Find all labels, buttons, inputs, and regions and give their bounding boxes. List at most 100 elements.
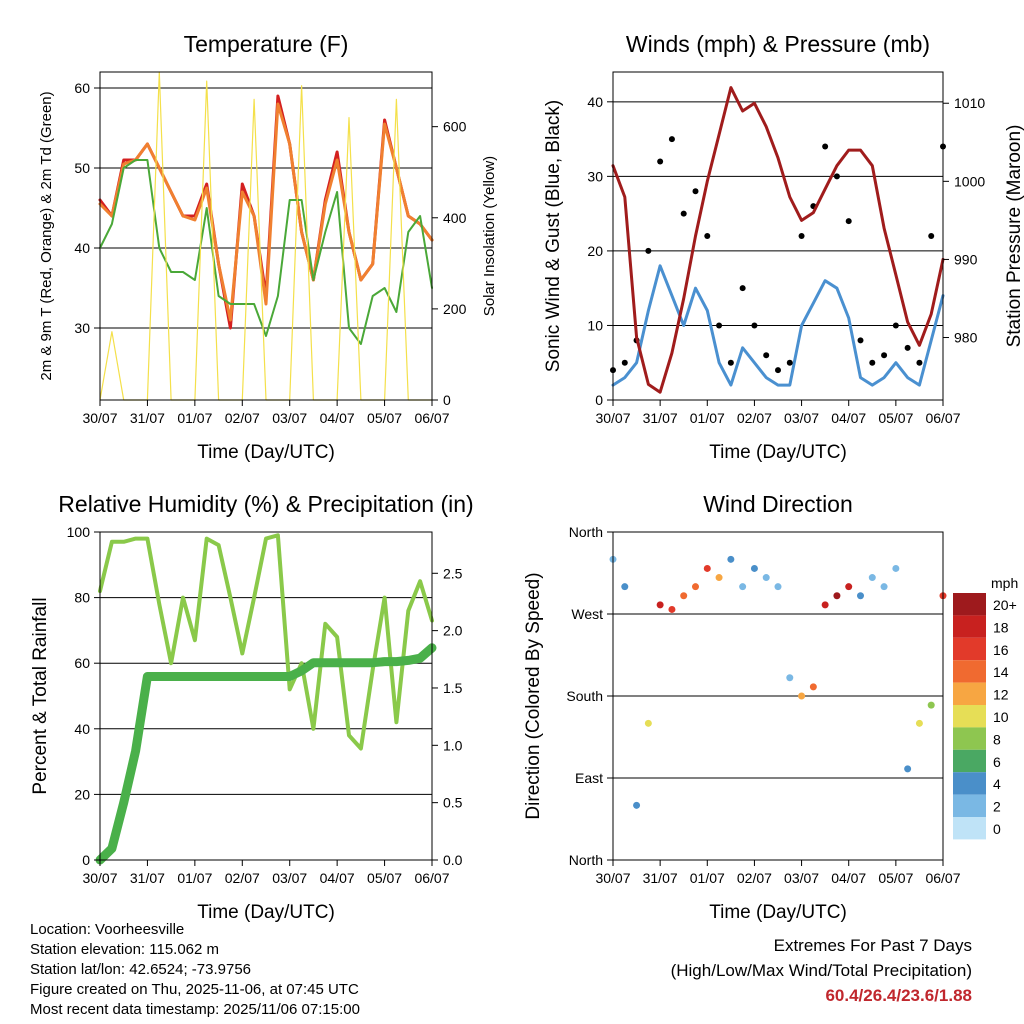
y2-tick-label: 0.5 bbox=[443, 795, 463, 811]
direction-point bbox=[633, 801, 641, 809]
x-tick-label: 03/07 bbox=[272, 870, 307, 886]
series-station-pressure bbox=[611, 86, 945, 394]
x-tick-label: 04/07 bbox=[831, 870, 866, 886]
x-tick-label: 30/07 bbox=[595, 870, 630, 886]
direction-point bbox=[750, 564, 758, 572]
direction-point bbox=[857, 592, 864, 600]
y-tick-label: North bbox=[569, 852, 603, 868]
y2-tick-label: 200 bbox=[443, 301, 467, 317]
panel-1: Temperature (F) 30/07 31/07 01/07 02/07 03/07… bbox=[38, 31, 498, 463]
series-relative-humidity bbox=[98, 533, 434, 751]
x-tick-label: 03/07 bbox=[784, 870, 819, 886]
x-tick-label: 01/07 bbox=[690, 410, 725, 426]
x-tick-label: 01/07 bbox=[177, 410, 212, 426]
colorbar-swatch bbox=[953, 637, 986, 661]
y2-tick-label: 990 bbox=[954, 251, 978, 267]
gust-point bbox=[833, 173, 840, 180]
x-tick-label: 03/07 bbox=[784, 410, 819, 426]
direction-point bbox=[739, 583, 747, 591]
colorbar-swatch bbox=[953, 772, 986, 795]
panel-3: Relative Humidity (%) & Precipitation (i… bbox=[30, 491, 474, 923]
y-tick-label: 20 bbox=[587, 243, 603, 259]
y-tick-label: 100 bbox=[67, 524, 91, 540]
colorbar-label: 6 bbox=[993, 754, 1001, 770]
x-tick-label: 04/07 bbox=[831, 410, 866, 426]
x-tick-label: 06/07 bbox=[925, 410, 960, 426]
figure-created: Figure created on Thu, 2025-11-06, at 07… bbox=[30, 981, 359, 998]
colorbar-swatch bbox=[953, 660, 986, 683]
y2-tick-label: 1.5 bbox=[443, 680, 463, 696]
plot-frame bbox=[99, 71, 433, 401]
station-location: Location: Voorheesville bbox=[30, 921, 185, 938]
station-latlon: Station lat/lon: 42.6524; -73.9756 bbox=[30, 961, 252, 978]
x-tick-label: 01/07 bbox=[690, 870, 725, 886]
series-2m-td bbox=[99, 159, 433, 345]
y2-tick-label: 0 bbox=[443, 392, 451, 408]
y-tick-label: 20 bbox=[74, 786, 90, 802]
panel-title: Wind Direction bbox=[703, 491, 853, 517]
y2-axis-label: Solar Insolation (Yellow) bbox=[481, 156, 498, 316]
y2-tick-label: 1.0 bbox=[443, 737, 463, 753]
gust-point bbox=[845, 218, 852, 225]
direction-point bbox=[927, 701, 935, 709]
direction-point bbox=[845, 583, 853, 591]
gust-point bbox=[668, 136, 675, 143]
direction-point bbox=[715, 574, 723, 582]
y-tick-label: 0 bbox=[595, 392, 603, 408]
colorbar-swatch bbox=[953, 794, 986, 817]
gust-point bbox=[775, 367, 781, 374]
colorbar-label: 16 bbox=[993, 642, 1009, 658]
y2-tick-label: 2.5 bbox=[443, 565, 463, 581]
gust-point bbox=[621, 359, 628, 366]
y-tick-label: 30 bbox=[74, 320, 90, 336]
x-tick-label: 31/07 bbox=[643, 870, 678, 886]
y-tick-label: 30 bbox=[587, 168, 603, 184]
y-tick-label: East bbox=[575, 770, 603, 786]
gust-point bbox=[904, 344, 911, 351]
x-tick-label: 01/07 bbox=[177, 870, 212, 886]
gust-point bbox=[680, 210, 687, 217]
gust-point bbox=[798, 233, 805, 239]
gust-point bbox=[869, 359, 876, 366]
colorbar-swatch bbox=[953, 682, 986, 705]
colorbar-swatch bbox=[953, 749, 986, 773]
y-tick-label: 40 bbox=[74, 240, 90, 256]
direction-point bbox=[809, 683, 817, 691]
extremes-panel: Extremes For Past 7 Days (High/Low/Max W… bbox=[671, 933, 972, 1008]
colorbar-label: 12 bbox=[993, 687, 1009, 703]
panel-4: Wind Direction mph 20+ 18 16 14 12 10 8 6 4 2 0 30/07… bbox=[523, 491, 1018, 923]
gust-point bbox=[822, 143, 829, 150]
colorbar-label: 18 bbox=[993, 619, 1009, 635]
y-tick-label: 60 bbox=[74, 655, 90, 671]
x-axis-label: Time (Day/UTC) bbox=[709, 442, 847, 463]
colorbar-swatch bbox=[953, 705, 986, 728]
y2-tick-label: 980 bbox=[954, 330, 978, 346]
gust-point bbox=[645, 247, 652, 254]
direction-point bbox=[880, 583, 888, 591]
y-tick-label: 80 bbox=[74, 590, 90, 606]
series-sonic-wind bbox=[611, 264, 945, 387]
direction-point bbox=[774, 583, 782, 591]
panel-2: Winds (mph) & Pressure (mb) 30/07 31/07 01/… bbox=[543, 31, 1024, 463]
x-tick-label: 06/07 bbox=[925, 870, 960, 886]
x-axis-label: Time (Day/UTC) bbox=[709, 902, 847, 923]
series-9m-t bbox=[98, 102, 434, 322]
x-tick-label: 05/07 bbox=[367, 410, 402, 426]
x-tick-label: 03/07 bbox=[272, 410, 307, 426]
gust-point bbox=[881, 352, 888, 359]
station-elevation: Station elevation: 115.062 m bbox=[30, 941, 220, 958]
gust-point bbox=[857, 337, 864, 344]
direction-point bbox=[821, 601, 829, 609]
x-tick-label: 06/07 bbox=[414, 410, 449, 426]
gust-point bbox=[786, 359, 793, 366]
gust-point bbox=[763, 352, 770, 359]
direction-point bbox=[644, 719, 652, 727]
y2-axis-label: Station Pressure (Maroon) bbox=[1004, 125, 1024, 348]
y-tick-label: 50 bbox=[74, 160, 90, 176]
station-info: Location: Voorheesville Station elevatio… bbox=[30, 920, 360, 1020]
x-tick-label: 02/07 bbox=[225, 870, 260, 886]
direction-point bbox=[656, 601, 664, 609]
colorbar-label: 4 bbox=[993, 776, 1001, 792]
y2-tick-label: 1000 bbox=[954, 173, 985, 189]
